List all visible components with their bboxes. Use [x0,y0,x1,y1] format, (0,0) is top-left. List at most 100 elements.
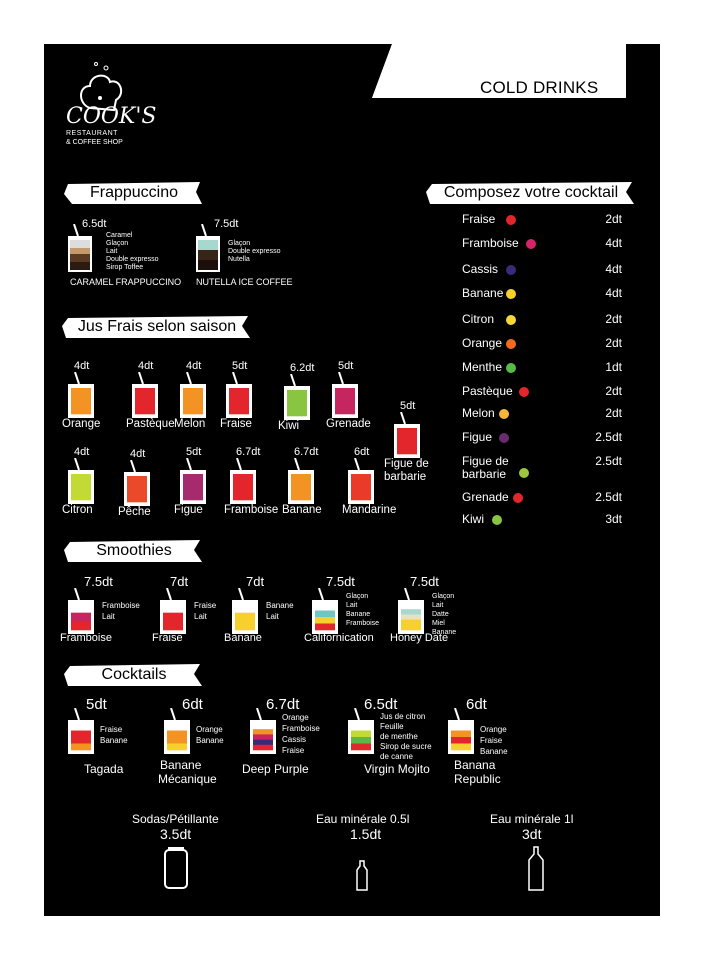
jus-price: 4dt [74,446,90,458]
cocktail-item-name: barbarie [462,467,507,481]
cocktail-item-name: Citron [462,312,495,326]
cocktail-price: 5dt [86,696,107,713]
cocktail-item-name: Framboise [462,236,519,250]
heading-frappuccino: Frappuccino [64,180,204,206]
juice-glass-icon [228,457,258,511]
smoothie-name: Honey Date [390,632,449,644]
soda-label: Sodas/Pétillante [132,812,219,826]
smoothie-ingredients: Framboise Lait [102,601,140,621]
juice-glass-icon [178,457,208,511]
fig-icon [498,431,510,449]
logo: COOK'S RESTAURANT & COFFEE SHOP [64,60,156,160]
juice-glass-icon [392,411,422,465]
jus-name: Mandarine [342,504,397,516]
cocktail-item-name: Banane [462,286,504,300]
cocktail-item-price: 3dt [605,512,622,526]
smoothie-glass-icon [310,587,340,641]
cocktail-item-name: Figue [462,430,493,444]
cocktail-item-price: 2.5dt [595,454,622,468]
water-large-price: 3dt [522,826,542,842]
juice-glass-icon [282,373,312,427]
frappuccino-name-2: NUTELLA ICE COFFEE [196,277,293,287]
jus-price: 4dt [138,360,154,372]
water-small-label: Eau minérale 0.5l [316,812,410,826]
cocktail-item-price: 2dt [605,406,622,420]
cocktail-item-name: Grenade [462,490,509,504]
cocktail-item-name: Fraise [462,212,496,226]
cocktail-glass-icon [446,707,476,761]
cocktail-glass-icon [346,707,376,761]
smoothie-name: Californication [304,632,374,644]
cocktail-price: 6dt [182,696,203,713]
jus-price: 5dt [232,360,248,372]
cocktail-item-price: 2dt [605,212,622,226]
jus-price: 5dt [338,360,354,372]
cocktail-item-name: Orange [462,336,503,350]
jus-name: Figue [174,504,203,516]
frappuccino-name-1: CARAMEL FRAPPUCCINO [70,277,182,287]
smoothie-ingredients: Banane Lait [266,601,294,621]
cocktail-item-price: 2dt [605,336,622,350]
cocktail-name: Banane [160,758,202,772]
jus-price: 6dt [354,446,370,458]
cocktail-glass-icon [66,707,96,761]
cocktail-item-price: 4dt [605,236,622,250]
cocktail-item-price: 4dt [605,262,622,276]
smoothie-price: 7.5dt [326,574,355,589]
smoothie-name: Framboise [60,632,112,644]
frappuccino-price-2: 7.5dt [214,218,239,230]
lemon-icon [505,313,517,331]
cocktail-name: Tagada [84,762,124,776]
pomegranate-icon [512,491,524,509]
cocktail-item-name: Menthe [462,360,503,374]
jus-name: Grenade [326,418,371,430]
melon-icon [498,407,510,425]
cocktail-ingredients: Orange Banane [196,725,224,745]
blackcurrant-icon [505,263,517,281]
cocktail-item-price: 2.5dt [595,430,622,444]
juice-glass-icon [286,457,316,511]
cocktail-ingredients: Jus de citron Feuille de menthe Sirop de su… [380,712,432,761]
soda-price: 3.5dt [160,826,192,842]
small-bottle-icon [355,860,369,897]
juice-glass-icon [330,371,360,425]
jus-price: 4dt [74,360,90,372]
smoothie-name: Banane [224,632,262,644]
water-large-label: Eau minérale 1l [490,812,574,826]
cocktail-item-price: 4dt [605,286,622,300]
jus-price: 5dt [400,400,416,412]
cocktail-ingredients: Fraise Banane [100,725,128,745]
cocktail-item-name: Melon [462,406,495,420]
jus-name: Fraise [220,418,252,430]
smoothie-price: 7dt [170,574,189,589]
smoothie-price: 7.5dt [410,574,439,589]
cocktail-price: 6.7dt [266,696,300,713]
smoothie-ingredients: Glaçon Lait Datte Miel Banane [432,593,457,636]
jus-price: 6.7dt [236,446,261,458]
jus-name: Pastèque [126,418,175,430]
jus-name: Melon [174,418,206,430]
soda-can-icon [162,846,190,895]
page-title: COLD DRINKS [480,78,599,97]
heading-smoothies: Smoothies [64,538,204,564]
jus-price: 6.7dt [294,446,319,458]
banana-icon [505,287,517,305]
smoothie-glass-icon [230,587,260,641]
juice-glass-icon [224,371,254,425]
heading-composez: Composez votre cocktail [426,180,636,206]
cocktail-glass-icon [248,707,278,761]
nutella-ingredients: Glaçon Double expresso Nutella [228,240,281,263]
cocktail-name: Mécanique [158,772,217,786]
juice-glass-icon [66,371,96,425]
cocktail-name: Republic [454,772,501,786]
logo-name: COOK'S [66,104,157,129]
jus-name: Citron [62,504,93,516]
cocktail-name: Deep Purple [242,762,309,776]
juice-glass-icon [346,457,376,511]
juice-glass-icon [66,457,96,511]
jus-price: 5dt [186,446,202,458]
large-bottle-icon [527,846,545,897]
jus-name: Banane [282,504,322,516]
raspberry-icon [525,237,537,255]
mint-icon [505,361,517,379]
